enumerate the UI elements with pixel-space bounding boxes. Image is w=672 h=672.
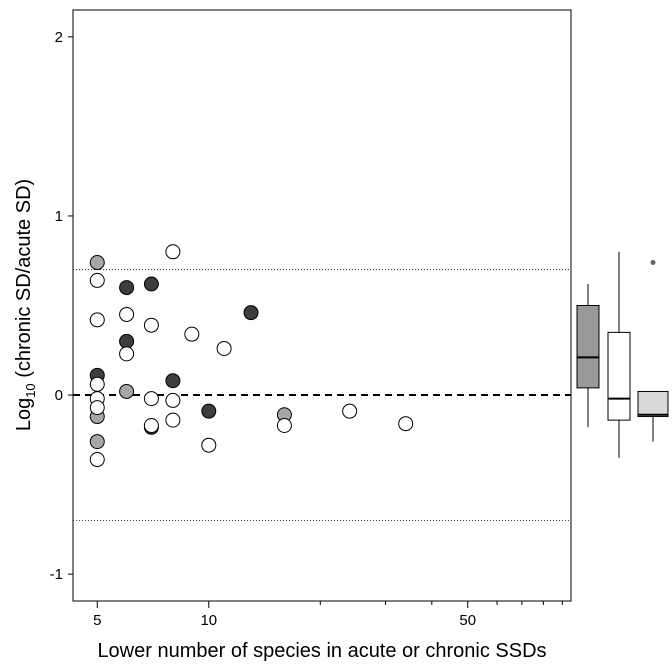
data-point (276, 417, 292, 433)
boxplot-panel (576, 251, 669, 458)
data-point (143, 417, 159, 433)
y-tick-label: 1 (55, 208, 63, 225)
data-point (201, 403, 217, 419)
x-tick-label: 50 (459, 612, 476, 629)
data-point (165, 412, 181, 428)
data-point (165, 244, 181, 260)
data-point (398, 416, 414, 432)
data-point (89, 452, 105, 468)
data-point (243, 305, 259, 321)
main-plot: 210-15 10 50 (50, 9, 572, 629)
data-point (89, 312, 105, 328)
data-point (89, 434, 105, 450)
data-point (119, 383, 135, 399)
y-axis-title-rest: (chronic SD/acute SD) (13, 179, 35, 384)
data-point (119, 333, 135, 349)
data-point (143, 391, 159, 407)
data-point (89, 272, 105, 288)
y-tick-label: -1 (50, 566, 63, 583)
x-tick-label: 10 (200, 612, 217, 629)
data-point (165, 392, 181, 408)
data-point (201, 437, 217, 453)
y-tick-label: 2 (55, 29, 63, 46)
data-point (143, 317, 159, 333)
boxplot-box (576, 305, 600, 389)
boxplot-outlier (650, 260, 656, 266)
y-axis-title-subscript: 10 (23, 383, 38, 397)
boxplot-box (637, 390, 669, 418)
data-point (342, 403, 358, 419)
boxplot-box (607, 331, 631, 421)
data-point (119, 280, 135, 296)
data-point (216, 340, 232, 356)
x-tick-label: 5 (93, 612, 101, 629)
data-point (119, 306, 135, 322)
y-axis-title: Log10 (chronic SD/acute SD) (13, 179, 38, 431)
data-point (184, 326, 200, 342)
y-tick-label: 0 (55, 387, 63, 404)
data-point (165, 373, 181, 389)
data-point (89, 400, 105, 416)
y-axis-title-main: Log (13, 398, 35, 431)
data-point (89, 376, 105, 392)
data-point (119, 346, 135, 362)
data-point (143, 276, 159, 292)
plot-border (72, 9, 572, 602)
data-point (89, 255, 105, 271)
x-axis-title: Lower number of species in acute or chro… (97, 640, 546, 662)
